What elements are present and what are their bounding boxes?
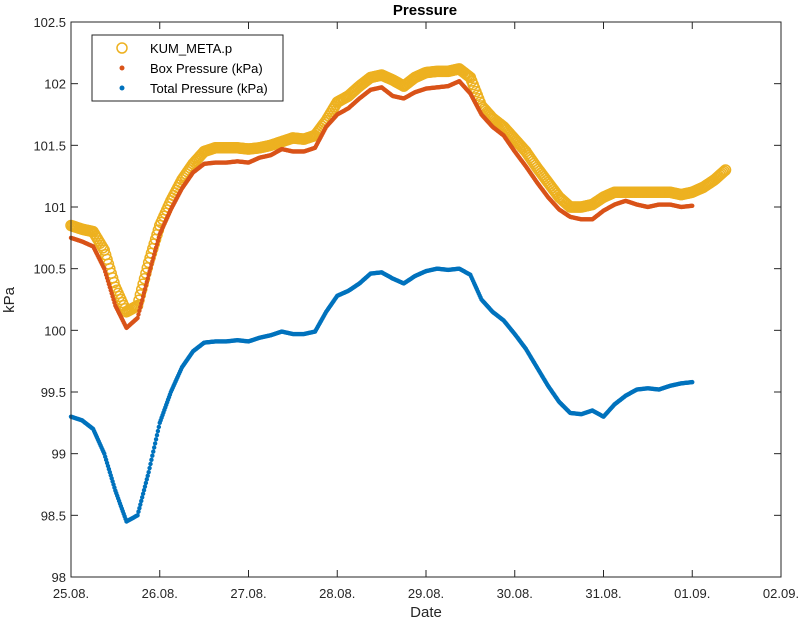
- y-tick-label: 102.5: [33, 15, 66, 30]
- x-tick-label: 30.08.: [497, 586, 533, 601]
- data-point: [139, 495, 145, 500]
- data-point: [155, 428, 161, 434]
- y-tick-label: 100.5: [33, 262, 66, 277]
- y-tick-label: 98: [52, 570, 66, 585]
- data-point: [152, 441, 158, 446]
- y-tick-label: 99: [52, 447, 66, 462]
- data-point: [140, 491, 146, 496]
- y-tick-labels: 98 98.5 99 99.5 100 100.5 101 101.5 102 102.5: [33, 15, 66, 585]
- legend: KUM_META.p Box Pressure (kPa) Total Pressu…: [91, 34, 284, 102]
- data-point: [139, 498, 144, 504]
- data-point: [139, 297, 145, 303]
- data-point: [152, 252, 157, 257]
- data-point: [156, 424, 162, 430]
- data-point: [144, 279, 150, 285]
- data-point: [717, 166, 729, 179]
- x-tick-label: 02.09.: [763, 586, 799, 601]
- data-point: [146, 469, 151, 475]
- data-point: [143, 480, 149, 486]
- data-point: [156, 235, 162, 240]
- data-point: [147, 465, 152, 471]
- data-point: [690, 203, 695, 208]
- data-point: [152, 248, 158, 254]
- data-point: [141, 487, 147, 493]
- series-1: [65, 63, 732, 318]
- chart-title: Pressure: [393, 2, 457, 19]
- legend-label: Total Pressure (kPa): [150, 81, 268, 96]
- data-point: [139, 301, 144, 306]
- data-point: [147, 269, 152, 274]
- x-tick-label: 31.08.: [585, 586, 621, 601]
- data-point: [151, 255, 156, 261]
- y-tick-label: 98.5: [41, 508, 66, 523]
- data-point: [150, 259, 155, 264]
- data-point: [154, 242, 160, 247]
- data-point: [150, 453, 155, 458]
- data-point: [138, 305, 143, 310]
- data-point: [151, 449, 156, 454]
- legend-label: KUM_META.p: [150, 41, 232, 56]
- x-tick-label: 27.08.: [230, 586, 266, 601]
- data-point: [138, 502, 143, 507]
- data-point: [136, 312, 141, 317]
- y-axis-title: kPa: [1, 286, 18, 313]
- data-point: [135, 315, 140, 321]
- plot-area-frame: [70, 21, 782, 578]
- x-tick-label: 26.08.: [142, 586, 178, 601]
- data-point: [143, 283, 149, 288]
- legend-marker: [116, 42, 128, 54]
- data-point: [153, 245, 159, 250]
- data-point: [152, 445, 157, 450]
- data-point: [153, 437, 159, 442]
- data-point: [461, 69, 474, 82]
- x-tick-label: 29.08.: [408, 586, 444, 601]
- data-point: [140, 294, 146, 299]
- data-point: [148, 265, 153, 271]
- data-point: [145, 276, 150, 281]
- x-tick-label: 28.08.: [319, 586, 355, 601]
- y-tick-label: 99.5: [41, 385, 66, 400]
- data-point: [135, 513, 140, 518]
- legend-marker: [119, 65, 125, 71]
- legend-label: Box Pressure (kPa): [150, 61, 263, 76]
- legend-marker: [119, 85, 125, 91]
- x-tick-labels: 25.08. 26.08. 27.08. 28.08. 29.08. 30.08. 31.0…: [53, 586, 799, 601]
- series-layer: [65, 63, 732, 524]
- x-axis-title: Date: [410, 604, 442, 621]
- data-point: [144, 477, 150, 482]
- data-point: [145, 473, 150, 478]
- y-tick-label: 100: [44, 323, 66, 338]
- data-point: [154, 432, 160, 438]
- data-point: [137, 505, 142, 511]
- data-point: [142, 484, 148, 489]
- x-tick-label: 01.09.: [674, 586, 710, 601]
- data-point: [690, 379, 695, 385]
- data-point: [719, 164, 732, 176]
- series-2: [68, 79, 695, 331]
- y-tick-label: 101: [44, 200, 66, 215]
- data-point: [149, 457, 154, 463]
- y-tick-label: 101.5: [33, 138, 66, 153]
- data-point: [141, 290, 147, 296]
- data-point: [137, 308, 142, 314]
- series-3: [68, 266, 695, 524]
- data-point: [142, 287, 148, 292]
- data-point: [155, 238, 161, 244]
- data-point: [148, 461, 153, 467]
- y-tick-label: 102: [44, 77, 66, 92]
- data-point: [136, 509, 141, 514]
- data-point: [718, 165, 730, 177]
- data-point: [149, 262, 154, 267]
- data-point: [146, 272, 151, 278]
- x-tick-label: 25.08.: [53, 586, 89, 601]
